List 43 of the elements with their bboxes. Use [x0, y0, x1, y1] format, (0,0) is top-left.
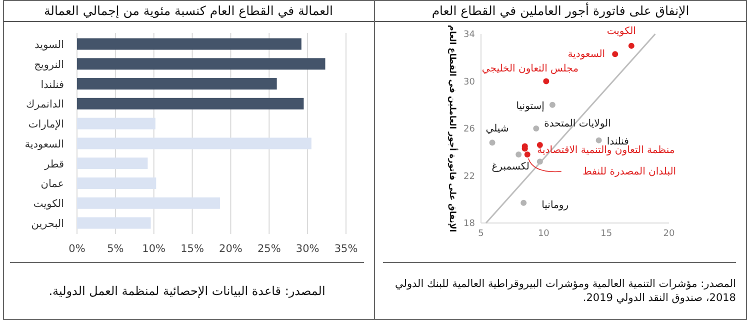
- category: البحرين: [31, 218, 64, 230]
- series-label: مجلس التعاون الخليجي: [482, 63, 578, 74]
- category: عمان: [40, 178, 64, 190]
- ytick: 22: [464, 172, 475, 182]
- series-label: منظمة التعاون والتنمية الاقتصادية: [537, 145, 675, 156]
- xtick: 5%: [107, 243, 124, 255]
- series-label: البلدان المصدرة للنفط: [582, 166, 676, 178]
- text: المصدر: مؤشرات التنمية العالمية ومؤشرات البيروقراطية العالمية للبنك الدولي 2018، صندوق النقد الدولي 2019.: [394, 277, 736, 305]
- category: الكويت: [33, 198, 64, 210]
- text: المصدر: قاعدة البيانات الإحصائية لمنظمة العمل الدولية.: [48, 284, 326, 298]
- category: فنلندا: [40, 78, 64, 91]
- xtick: 30%: [296, 243, 320, 255]
- chart-title: الإنفاق على فاتورة أجور العاملين في القطاع العام: [375, 0, 746, 22]
- category: الدانمرك: [26, 98, 64, 111]
- xtick: 10%: [142, 243, 166, 255]
- series-label: إستونيا: [516, 100, 544, 112]
- ytick: 26: [464, 124, 475, 134]
- xtick: 0%: [68, 243, 86, 255]
- ylabel: الإنفاق على فاتورة أجور العاملين في القطاع العام: [448, 24, 458, 232]
- xtick: 15: [600, 229, 612, 239]
- xtick: 5: [478, 229, 484, 239]
- category: السعودية: [24, 138, 64, 150]
- ytick: 30: [464, 77, 475, 88]
- series-label: الكويت: [606, 26, 636, 37]
- xtick: 10: [538, 229, 550, 239]
- category: السويد: [34, 39, 64, 51]
- ytick: 34: [464, 30, 475, 40]
- series-label: شيلي: [486, 124, 509, 135]
- xtick: 15%: [180, 243, 204, 255]
- series-label: رومانيا: [542, 200, 569, 211]
- xtick: 20: [663, 229, 675, 239]
- ytick: 18: [464, 219, 475, 229]
- xtick: 35%: [334, 243, 358, 255]
- category: الإمارات: [28, 118, 64, 131]
- xtick: 20%: [219, 243, 242, 255]
- chart-title: العمالة في القطاع العام كنسبة مئوية من إجمالي العمالة: [3, 0, 374, 22]
- category: قطر: [44, 158, 64, 170]
- series-label: لكسمبرغ: [492, 162, 530, 172]
- category: النرويج: [34, 58, 64, 71]
- series-label: السعودية: [568, 49, 606, 60]
- xtick: 25%: [257, 243, 281, 255]
- series-label: فنلندا: [606, 136, 629, 148]
- series-label: الولايات المتحدة: [544, 118, 611, 130]
